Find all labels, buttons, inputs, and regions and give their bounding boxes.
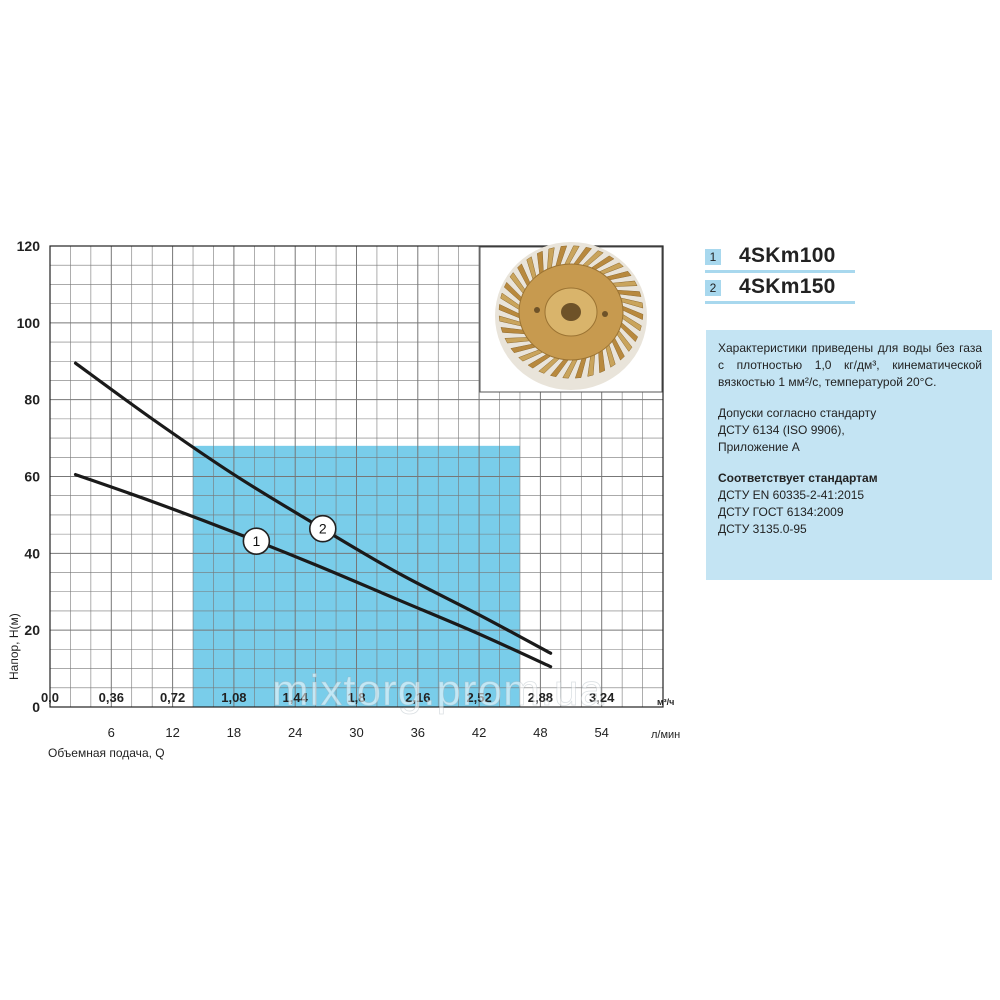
standard-item: ДСТУ EN 60335-2-41:2015 [718,488,865,502]
major-grid [50,246,663,707]
x-tick-label-lmin: 54 [594,725,608,740]
y-tick-label: 20 [24,622,40,638]
legend-rule [705,270,855,273]
y-tick-label: 0 [32,699,40,715]
legend-number: 1 [705,249,721,265]
test-conditions-text: Характеристики приведены для воды без га… [718,341,982,389]
legend-item-4skm150: 2 4SKm150 [705,275,855,304]
x-tick-label-lmin: 24 [288,725,302,740]
specifications-note: Характеристики приведены для воды без га… [706,330,992,580]
tolerance-line: ДСТУ 6134 (ISO 9906), [718,423,845,437]
standards-title: Соответствует стандартам [718,471,878,485]
x-tick-label-lmin: 18 [227,725,241,740]
x-axis-ticks-m3h: 0,0 0,36 0,72 1,08 1,44 1,8 2,16 2,52 2,88 3,24 [41,690,615,705]
plot-frame [49,245,664,708]
tolerance-text: Допуски согласно стандарту ДСТУ 6134 (IS… [718,405,982,456]
legend-model-name: 4SKm100 [739,244,836,267]
x-tick-label-m3h: 1,44 [283,690,309,705]
legend-rule [705,301,855,304]
x-tick-label-lmin: 12 [165,725,179,740]
watermark: mixtorg.prom.ua [272,666,605,715]
y-axis-label: Напор, H(м) [7,613,21,680]
x-tick-label-m3h: 1,08 [221,690,246,705]
impeller-photo [479,242,663,393]
x-tick-label-m3h: 0,0 [41,690,59,705]
y-axis-ticks: 0 20 40 60 80 100 120 [17,238,41,715]
curve-marker-circle [242,527,271,555]
x-tick-label-lmin: 42 [472,725,486,740]
y-tick-label: 80 [24,392,40,408]
curve-markers: 12 [242,514,337,555]
tolerance-line: Допуски согласно стандарту [718,406,877,420]
impeller-bore [561,303,581,321]
x-axis-label: Объемная подача, Q [48,746,165,760]
standard-item: ДСТУ 3135.0-95 [718,522,807,536]
x-tick-label-lmin: 30 [349,725,363,740]
x-tick-label-lmin: 36 [411,725,425,740]
standard-item: ДСТУ ГОСТ 6134:2009 [718,505,844,519]
y-tick-label: 120 [17,238,41,254]
x-tick-label-m3h: 0,36 [99,690,124,705]
x-tick-label-lmin: 6 [108,725,115,740]
impeller-hole [534,307,540,313]
x-tick-label-m3h: 2,16 [405,690,430,705]
legend-number: 2 [705,280,721,296]
x-tick-label-m3h: 2,52 [466,690,491,705]
curve-marker-circle [308,514,337,543]
y-tick-label: 60 [24,469,40,485]
x-tick-label-m3h: 0,72 [160,690,185,705]
impeller-hole [602,311,608,317]
tolerance-line: Приложение А [718,440,800,454]
curve-4skm100 [73,472,553,669]
legend-model-name: 4SKm150 [739,275,836,298]
x-unit-m3h: м³/ч [657,697,674,707]
x-tick-label-m3h: 2,88 [528,690,553,705]
x-tick-label-lmin: 48 [533,725,547,740]
impeller-image [495,242,647,390]
x-tick-label-m3h: 1,8 [347,690,365,705]
x-unit-lmin: л/мин [651,729,680,741]
curve-marker-label: 2 [319,521,327,537]
curve-marker-label: 1 [252,533,260,549]
legend-item-4skm100: 1 4SKm100 [705,244,855,273]
y-tick-label: 100 [17,315,41,331]
x-axis-ticks-lmin: 6 12 18 24 30 36 42 48 54 [108,725,609,740]
y-tick-label: 40 [24,545,40,561]
x-tick-label-m3h: 3,24 [589,690,615,705]
